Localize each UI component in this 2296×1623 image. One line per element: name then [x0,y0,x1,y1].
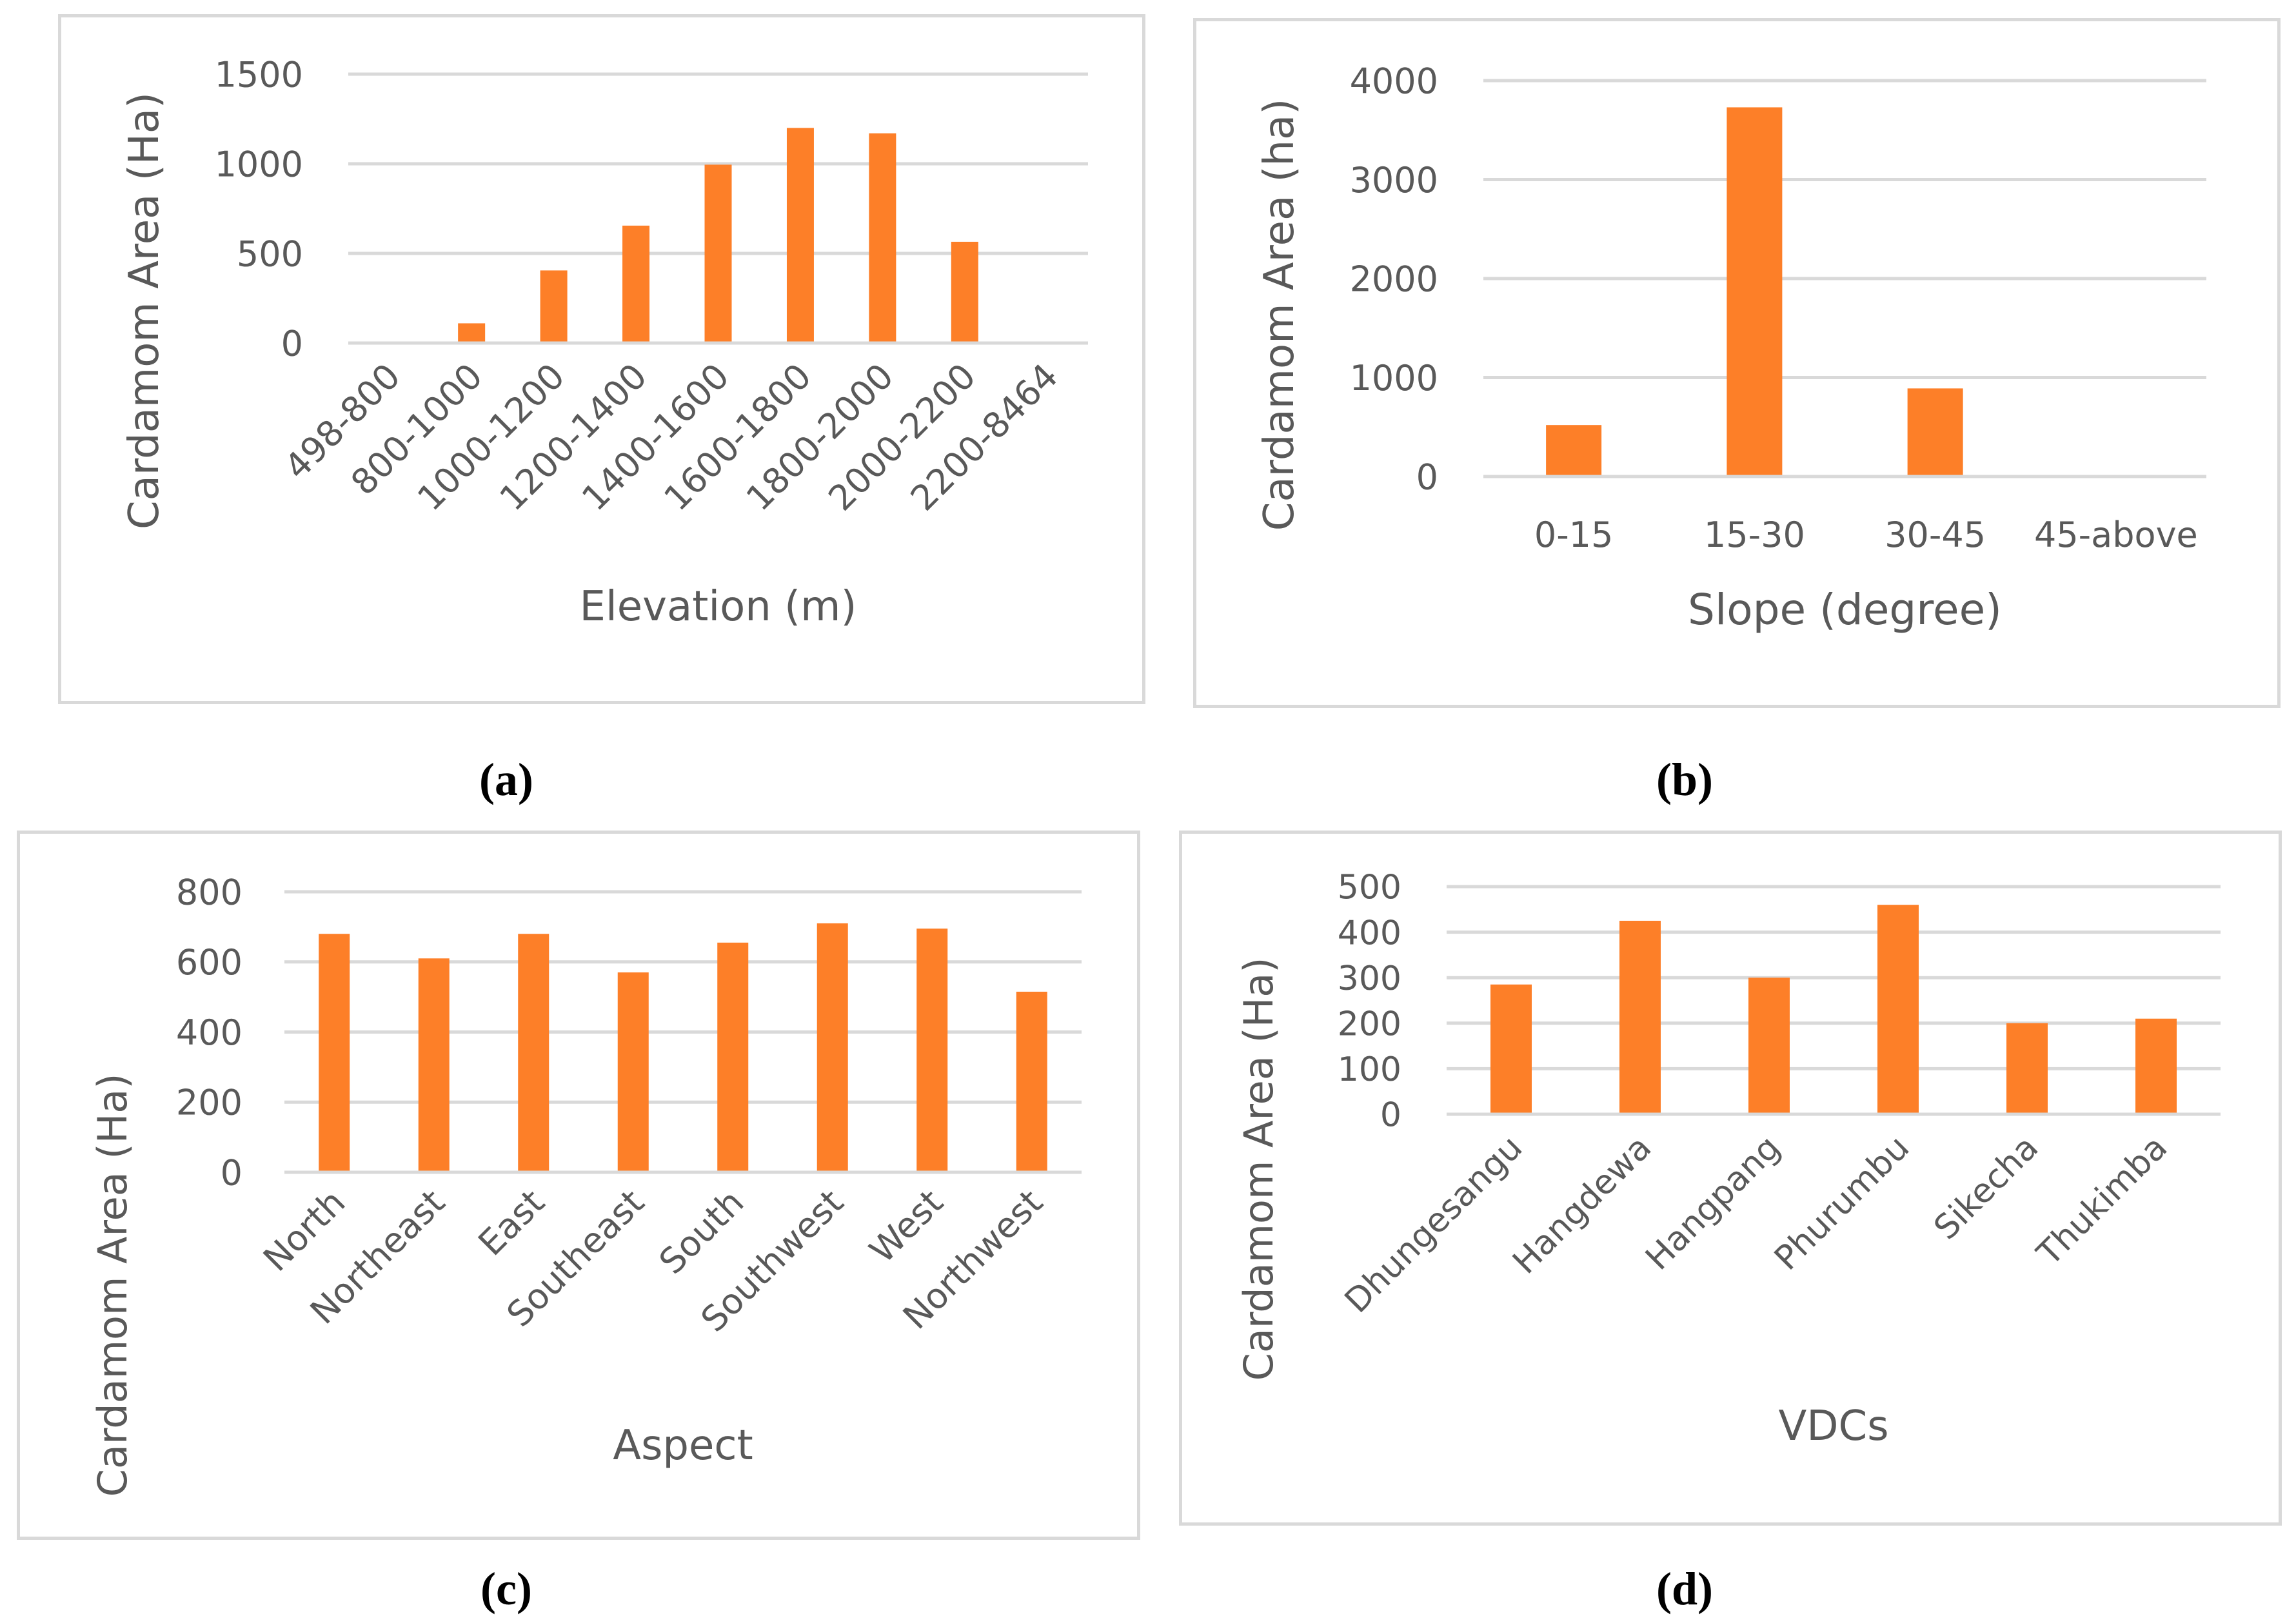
bar-northwest [1016,991,1047,1172]
chart-d-svg: 0 100 200 300 400 500 DhungesanguHangdewaHangp… [1235,869,2221,1450]
x-tick-label: Hangpang [1638,1128,1788,1278]
y-tick-label: 300 [1338,959,1401,998]
bar-northeast [418,958,450,1172]
bar-phurumbu [1877,905,1919,1114]
bar-east [518,934,549,1172]
chart-b-svg: 0 1000 2000 3000 4000 0-15 15-30 30-45 45-above S… [1256,61,2206,634]
panel-label-b: (b) [1656,754,1713,805]
bar-southwest [816,923,848,1172]
bar-thukimba [2135,1018,2177,1114]
bar-hangpang [1748,978,1790,1114]
bar-1800-2000 [869,133,896,344]
bar-southeast [617,972,649,1172]
y-tick-label: 4000 [1350,61,1438,101]
x-axis-title: VDCs [1778,1402,1888,1450]
bar-hangdewa [1619,920,1661,1114]
y-tick-label: 100 [1338,1050,1401,1089]
y-axis-title: Cardamom Area (Ha) [1235,958,1282,1381]
x-tick-label: 45-above [2034,515,2198,555]
panel-label-a: (a) [479,754,533,805]
chart-panel-d: 0 100 200 300 400 500 Dhungesangu Hangdewa Hangp… [1179,831,2282,1526]
bar-1600-1800 [786,128,814,343]
y-tick-label: 0 [1380,1096,1401,1135]
y-tick-label: 1500 [215,54,303,95]
y-tick-label: 2000 [1350,259,1438,299]
y-tick-label: 400 [1338,914,1401,952]
x-axis-title: Aspect [613,1422,753,1470]
y-tick-label: 0 [221,1152,242,1193]
bar-west [916,929,948,1172]
bar-1200-1400 [622,225,650,343]
y-axis-title: Cardamom Area (Ha) [121,92,168,529]
panel-label-c: (c) [480,1563,532,1615]
y-tick-label: 0 [1416,457,1438,497]
y-tick-label: 1000 [215,144,303,184]
y-tick-label: 200 [176,1083,242,1123]
bar-sikecha [2006,1023,2048,1114]
bar-north [319,934,350,1172]
y-tick-label: 500 [1338,869,1401,907]
bar-1000-1200 [540,270,568,343]
x-tick-label: North [255,1182,353,1279]
x-axis-title: Elevation (m) [580,583,857,631]
bar-2000-2200 [951,241,978,343]
chart-panel-a: 0 500 1000 1500 498-800 800-1000 1000-1200 1200… [58,14,1145,704]
x-tick-label: Dhungesangu [1338,1128,1530,1321]
x-axis-title: Slope (degree) [1688,585,2002,634]
chart-a-svg: 050010001500498-800800-10001000-12001200… [121,54,1088,631]
chart-panel-b: 0 1000 2000 3000 4000 0-15 15-30 30-45 45-above S… [1193,18,2281,708]
x-tick-label: 15-30 [1704,515,1805,555]
x-tick-label: 30-45 [1885,515,1986,555]
y-tick-label: 0 [281,323,303,364]
y-axis-title: Cardamom Area (ha) [1256,99,1303,531]
y-tick-label: 3000 [1350,160,1438,201]
bar-15-30 [1727,107,1783,477]
x-tick-label: West [862,1182,951,1271]
y-tick-label: 600 [176,942,242,983]
y-tick-label: 500 [237,233,303,274]
x-tick-label: Sikecha [1927,1128,2046,1248]
bar-30-45 [1907,388,1963,477]
x-tick-label: Thukimba [2030,1128,2175,1274]
x-tick-label: Phurumbu [1767,1128,1917,1278]
bar-south [717,942,749,1172]
y-tick-label: 1000 [1350,358,1438,398]
bar-0-15 [1546,425,1602,477]
bar-dhungesangu [1490,984,1532,1114]
panel-label-d: (d) [1656,1563,1713,1615]
y-tick-label: 800 [176,872,242,912]
bar-1400-1600 [704,164,732,343]
x-tick-label: East [470,1182,552,1264]
x-tick-label: 0-15 [1534,515,1614,555]
y-axis-title: Cardamom Area (Ha) [89,1074,136,1497]
chart-panel-c: 0 200 400 600 800 North Northeast East Southeast… [17,831,1140,1540]
bar-800-1000 [458,323,486,343]
y-tick-label: 200 [1338,1005,1401,1044]
x-tick-label: Hangdewa [1505,1128,1659,1282]
y-tick-label: 400 [176,1012,242,1053]
